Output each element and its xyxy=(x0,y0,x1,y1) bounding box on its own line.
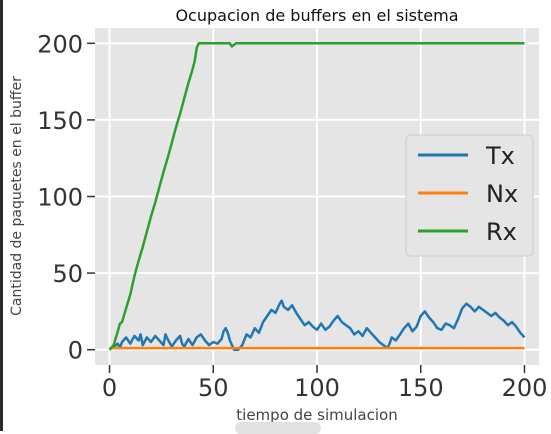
x-tick-label: 50 xyxy=(198,374,229,402)
series-lines xyxy=(108,42,526,351)
legend-tx-label: Tx xyxy=(485,142,515,170)
y-tick-label: 100 xyxy=(37,184,83,212)
legend-rx-label: Rx xyxy=(486,218,517,246)
x-tick-label: 200 xyxy=(502,374,548,402)
axis-ticks: 0 50 100 150 200 0 50 100 150 200 xyxy=(37,30,547,402)
horizontal-scrollbar-thumb[interactable] xyxy=(235,422,321,434)
x-tick-label: 0 xyxy=(102,374,117,402)
legend-box xyxy=(405,134,534,257)
series-line-rx xyxy=(108,42,525,351)
series-line-tx xyxy=(108,299,526,351)
legend-nx-label: Nx xyxy=(486,180,518,208)
x-tick-label: 150 xyxy=(398,374,444,402)
x-axis-label: tiempo de simulacion xyxy=(236,406,397,424)
y-tick-label: 50 xyxy=(52,260,83,288)
chart-title: Ocupacion de buffers en el sistema xyxy=(175,6,458,25)
y-axis-label: Cantidad de paquetes en el buffer xyxy=(9,76,25,316)
window-left-border xyxy=(0,0,3,431)
y-tick-label: 0 xyxy=(68,337,83,365)
y-tick-label: 200 xyxy=(37,30,83,58)
x-tick-label: 100 xyxy=(294,374,340,402)
y-tick-label: 150 xyxy=(37,107,83,135)
legend: Tx Nx Rx xyxy=(405,134,534,257)
